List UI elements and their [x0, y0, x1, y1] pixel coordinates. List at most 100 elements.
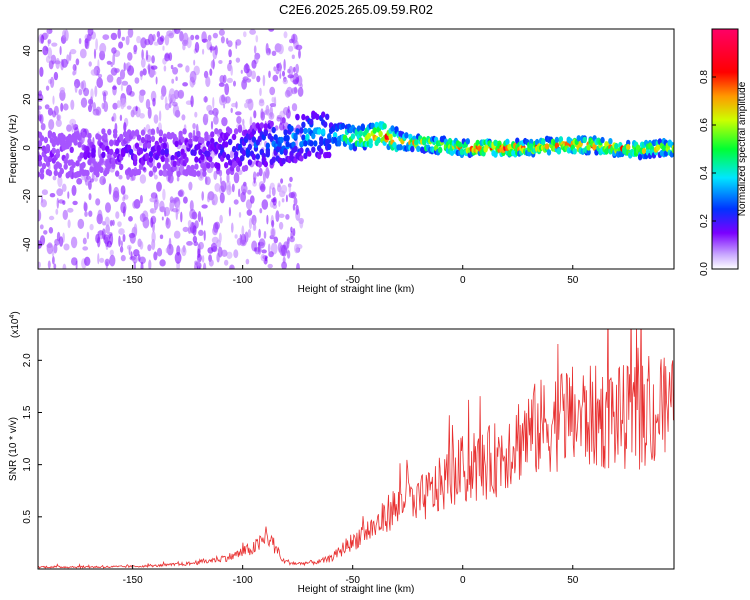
heatmap-cell: [38, 154, 43, 162]
heatmap-noise-cell: [224, 83, 230, 96]
heatmap-cell: [206, 162, 211, 169]
heatmap-noise-cell: [39, 224, 44, 230]
heatmap-noise-cell: [112, 85, 117, 90]
heatmap-cell: [382, 123, 387, 130]
heatmap-cell: [311, 146, 316, 153]
heatmap-cell: [336, 140, 342, 147]
heatmap-noise-cell: [266, 169, 270, 177]
heatmap-cell: [47, 169, 53, 177]
heatmap-noise-cell: [155, 76, 158, 85]
heatmap-cell: [63, 163, 68, 170]
heatmap-cell: [576, 135, 581, 142]
heatmap-noise-cell: [79, 48, 87, 59]
heatmap-noise-cell: [197, 211, 202, 223]
heatmap-cell: [527, 150, 532, 157]
heatmap-cell: [176, 170, 181, 178]
heatmap-cell: [257, 161, 262, 168]
heatmap-noise-cell: [267, 243, 271, 254]
heatmap-noise-cell: [150, 208, 154, 214]
heatmap-y-tick-label: 20: [22, 93, 33, 105]
heatmap-cell: [170, 154, 175, 162]
heatmap-cell: [505, 138, 510, 145]
heatmap-cell: [327, 143, 332, 150]
heatmap-cell: [178, 130, 183, 137]
heatmap-cell: [422, 139, 427, 146]
heatmap-noise-cell: [192, 123, 196, 130]
heatmap-noise-cell: [286, 238, 290, 249]
heatmap-cell: [663, 150, 669, 157]
heatmap-noise-cell: [231, 183, 235, 193]
heatmap-noise-cell: [275, 210, 280, 223]
heatmap-noise-cell: [194, 111, 198, 118]
heatmap-noise-cell: [102, 34, 110, 40]
heatmap-cell: [299, 147, 304, 154]
heatmap-noise-cell: [297, 86, 304, 97]
heatmap-noise-cell: [194, 34, 200, 40]
heatmap-cell: [317, 128, 322, 135]
heatmap-noise-cell: [56, 114, 62, 121]
heatmap-noise-cell: [67, 219, 71, 229]
heatmap-noise-cell: [106, 74, 114, 83]
heatmap-noise-cell: [295, 63, 299, 74]
heatmap-cell: [107, 128, 112, 136]
heatmap-noise-cell: [244, 102, 249, 109]
heatmap-noise-cell: [39, 235, 46, 246]
heatmap-noise-cell: [138, 92, 144, 103]
heatmap-noise-cell: [189, 70, 197, 83]
heatmap-noise-cell: [88, 193, 92, 201]
heatmap-noise-cell: [106, 60, 112, 65]
heatmap-cell: [529, 138, 534, 146]
heatmap-noise-cell: [172, 67, 179, 75]
heatmap-noise-cell: [250, 195, 255, 204]
heatmap-cell: [150, 128, 156, 135]
heatmap-cell: [271, 156, 276, 163]
heatmap-cell: [41, 162, 47, 170]
heatmap-noise-cell: [80, 97, 88, 108]
heatmap-noise-cell: [253, 45, 257, 54]
heatmap-noise-cell: [219, 176, 222, 185]
snr-x-tick-label: -100: [233, 575, 253, 586]
heatmap-noise-cell: [77, 218, 85, 229]
heatmap-noise-cell: [104, 258, 110, 267]
heatmap-noise-cell: [260, 183, 266, 193]
heatmap-cell: [150, 135, 156, 143]
heatmap-noise-cell: [171, 78, 175, 84]
snr-y-axis-label: SNR (10 * v/v): [8, 417, 19, 481]
heatmap-noise-cell: [251, 70, 256, 80]
heatmap-cell: [57, 162, 62, 170]
heatmap-cell: [174, 140, 179, 148]
heatmap-noise-cell: [277, 184, 282, 193]
heatmap-noise-cell: [96, 77, 103, 89]
heatmap-noise-cell: [86, 231, 90, 240]
heatmap-noise-cell: [230, 107, 233, 114]
heatmap-noise-cell: [151, 70, 157, 76]
heatmap-cell: [295, 113, 300, 121]
snr-frame: [37, 328, 675, 570]
heatmap-noise-cell: [108, 183, 112, 195]
heatmap-cell: [586, 149, 591, 156]
heatmap-noise-cell: [140, 57, 146, 68]
heatmap-cell: [394, 126, 399, 133]
heatmap-noise-cell: [72, 70, 76, 76]
heatmap-noise-cell: [139, 213, 146, 223]
heatmap-noise-cell: [190, 95, 194, 108]
heatmap-noise-cell: [290, 226, 293, 233]
heatmap-cell: [160, 148, 165, 156]
heatmap-noise-cell: [207, 34, 212, 42]
heatmap-noise-cell: [201, 216, 204, 226]
heatmap-noise-cell: [263, 230, 267, 239]
heatmap-noise-cell: [109, 254, 116, 267]
heatmap-noise-cell: [53, 105, 59, 116]
heatmap-cell: [227, 138, 233, 146]
heatmap-noise-cell: [211, 199, 215, 206]
heatmap-cell: [360, 124, 365, 132]
heatmap-noise-cell: [90, 69, 98, 76]
heatmap-noise-cell: [208, 259, 214, 267]
heatmap-noise-cell: [41, 195, 43, 203]
heatmap-cell: [307, 150, 312, 157]
heatmap-noise-cell: [215, 111, 218, 118]
heatmap-noise-cell: [122, 234, 126, 242]
heatmap-cell: [158, 136, 163, 144]
heatmap-noise-cell: [115, 211, 120, 219]
heatmap-noise-cell: [148, 33, 154, 46]
